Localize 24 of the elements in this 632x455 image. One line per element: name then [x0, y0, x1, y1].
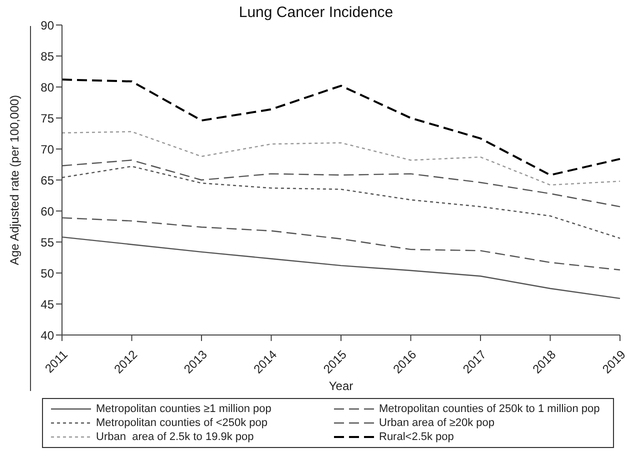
y-tick-label: 50	[40, 266, 54, 280]
y-tick-label: 55	[40, 235, 54, 250]
legend-label: Urban area of ≥20k pop	[379, 416, 494, 430]
y-tick-label: 45	[40, 297, 54, 312]
chart-title: Lung Cancer Incidence	[238, 4, 394, 21]
legend-label: Metropolitan counties of <250k pop	[96, 416, 268, 430]
x-axis-title: Year	[328, 379, 354, 393]
line-series	[61, 217, 621, 270]
line-series	[61, 131, 621, 186]
y-tick-label: 70	[40, 142, 54, 156]
line-series	[61, 78, 621, 176]
y-tick-label: 80	[40, 80, 54, 94]
legend-label: Metropolitan counties ≥1 million pop	[96, 402, 272, 416]
y-tick-label: 40	[40, 328, 54, 342]
y-tick-label: 90	[40, 18, 54, 32]
y-tick-label: 60	[40, 204, 54, 218]
line-series	[61, 236, 621, 300]
legend-label: Rural<2.5k pop	[379, 430, 454, 444]
legend-label: Metropolitan counties of 250k to 1 million pop	[379, 402, 600, 416]
legend-label: Urban area of 2.5k to 19.9k pop	[96, 430, 254, 444]
y-tick-label: 65	[40, 173, 54, 188]
y-axis-title: Age Adjusted rate (per 100,000)	[7, 94, 22, 266]
y-tick-label: 85	[40, 49, 54, 64]
y-tick-label: 75	[40, 111, 54, 126]
